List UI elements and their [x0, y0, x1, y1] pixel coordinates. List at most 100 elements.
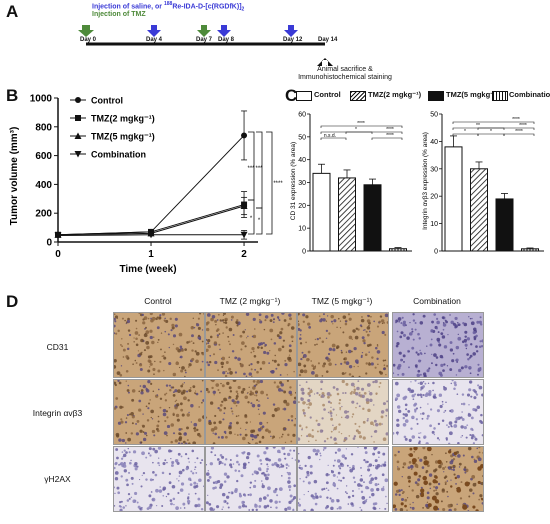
integrin-y-label: Integrin αvβ3 expression (% area) [422, 132, 429, 230]
bar [338, 177, 356, 252]
cd31-bar-chart: CD 31 expression (% area) 0102030405060 … [290, 112, 412, 256]
legend-label: TMZ(2 mgkg⁻¹) [91, 114, 155, 124]
x-axis-label: Time (week) [119, 264, 176, 275]
cd31-bars [312, 163, 407, 252]
data-point [54, 232, 62, 240]
bar [312, 172, 331, 252]
sig-bracket-5 [256, 207, 263, 235]
timeline-svg [78, 25, 333, 66]
integrin-y-ticks: 0 10 20 30 40 50 [430, 112, 442, 256]
cd31-sig-label-1: **** [357, 121, 365, 127]
y-axis-label: Tumor volume (mm³) [9, 127, 20, 226]
series-line [57, 135, 245, 236]
bar-legend: Control TMZ(2 mgkg⁻¹) TMZ(5 mgkg⁻¹) Comb… [296, 90, 550, 102]
legend-label-control: Control [314, 90, 341, 99]
int-sig-6 [503, 133, 535, 136]
cd31-sig-2 [320, 137, 347, 140]
cd31-y-ticks: 0 10 20 30 40 50 60 [298, 112, 310, 256]
bar [444, 146, 463, 252]
bar-y-tick-label: 30 [298, 180, 306, 187]
bar-y-tick-label: 20 [430, 194, 438, 201]
micrograph-tile [297, 446, 389, 512]
int-sig-label-1: **** [512, 117, 520, 123]
x-tick-label: 0 [55, 249, 61, 260]
int-sig-label-4: * [464, 129, 466, 135]
bar-y-tick-label: 50 [430, 112, 438, 119]
legend-label: Control [91, 96, 123, 106]
panel-label-a: A [6, 2, 19, 21]
series-2 [54, 196, 248, 238]
micrograph-tile [113, 379, 205, 445]
micrograph-tile [113, 312, 205, 378]
y-tick-label: 400 [35, 180, 52, 191]
cd31-y-label: CD 31 expression (% area) [290, 142, 297, 220]
y-ticks: 0 200 400 600 800 1000 [30, 94, 58, 249]
int-sig-1 [452, 121, 535, 124]
data-point [241, 132, 248, 139]
saline-arrow-day12 [284, 25, 298, 37]
tumor-volume-chart: Tumor volume (mm³) Time (week) 0 200 400 60… [9, 94, 283, 276]
int-sig-label-2: ** [476, 123, 480, 129]
legend-swatch-combination [492, 91, 508, 101]
legend-marker [74, 132, 82, 139]
bar-y-tick-label: 0 [302, 249, 306, 256]
y-tick-label: 0 [46, 238, 52, 249]
bar-y-tick-label: 10 [430, 221, 438, 228]
legend-re-text: Re-IDA-D-[c(RGDfK)] [172, 3, 242, 11]
cd31-sig-4 [345, 131, 403, 134]
data-point [240, 231, 248, 239]
bar [389, 248, 407, 252]
bar-y-tick-label: 60 [298, 112, 306, 119]
col-head-combination: Combination [413, 296, 461, 306]
bar-y-tick-label: 0 [434, 249, 438, 256]
data-point [240, 202, 248, 209]
bar [495, 198, 514, 252]
bar-y-tick-label: 40 [298, 157, 306, 164]
day-label-4: Day 4 [146, 37, 163, 43]
legend-marker [75, 97, 81, 103]
integrin-bars [444, 135, 539, 252]
y-tick-label: 600 [35, 151, 52, 162]
y-tick-label: 800 [35, 122, 52, 133]
panel-label-c: C [285, 86, 298, 105]
day-label-0: Day 0 [80, 37, 97, 43]
day-label-7: Day 7 [196, 37, 213, 43]
cd31-sig-label-4: **** [386, 127, 394, 133]
int-sig-label-6: **** [515, 129, 523, 135]
day-label-8: Day 8 [218, 37, 235, 43]
int-sig-label-3: **** [519, 123, 527, 129]
y-tick-label: 1000 [30, 94, 53, 105]
sig-label-3: **** [273, 181, 283, 187]
bar-y-tick-label: 40 [430, 139, 438, 146]
col-head-tmz2: TMZ (2 mgkg⁻¹) [219, 296, 281, 306]
timeline-legend-tmz: Injection of TMZ [92, 11, 146, 18]
endpoint-label-2: Immunohistochemical staining [298, 74, 392, 81]
series-lines [54, 110, 248, 240]
legend-marker [75, 115, 81, 121]
y-tick-label: 200 [35, 209, 52, 220]
series-0 [55, 110, 248, 238]
micrograph-tile [297, 379, 389, 445]
legend-label: TMZ(5 mgkg⁻¹) [91, 132, 155, 142]
saline-arrow-day8 [217, 25, 231, 37]
line-chart-axes [57, 98, 258, 243]
legend-label: Combination [91, 150, 146, 160]
micrograph-tile [392, 312, 484, 378]
legend-re-superscript: 188 [163, 1, 173, 7]
cd31-sig-label-3: * [355, 127, 357, 133]
int-sig-3 [477, 127, 535, 130]
cd31-sig-5 [371, 137, 403, 140]
col-head-control: Control [144, 296, 172, 306]
bar [363, 184, 382, 252]
x-ticks: 0 1 2 [55, 242, 247, 260]
bar [470, 168, 488, 252]
legend-swatch-tmz2 [350, 91, 366, 101]
x-tick-label: 1 [148, 249, 154, 260]
series-3 [54, 230, 248, 240]
bar [521, 248, 539, 252]
int-sig-label-5: * [490, 129, 492, 135]
saline-arrow-day4 [147, 25, 161, 37]
bar-y-tick-label: 10 [298, 226, 306, 233]
legend-saline-text: Injection of saline, or [92, 3, 164, 11]
integrin-significance: **** ** **** * * **** [452, 117, 535, 136]
